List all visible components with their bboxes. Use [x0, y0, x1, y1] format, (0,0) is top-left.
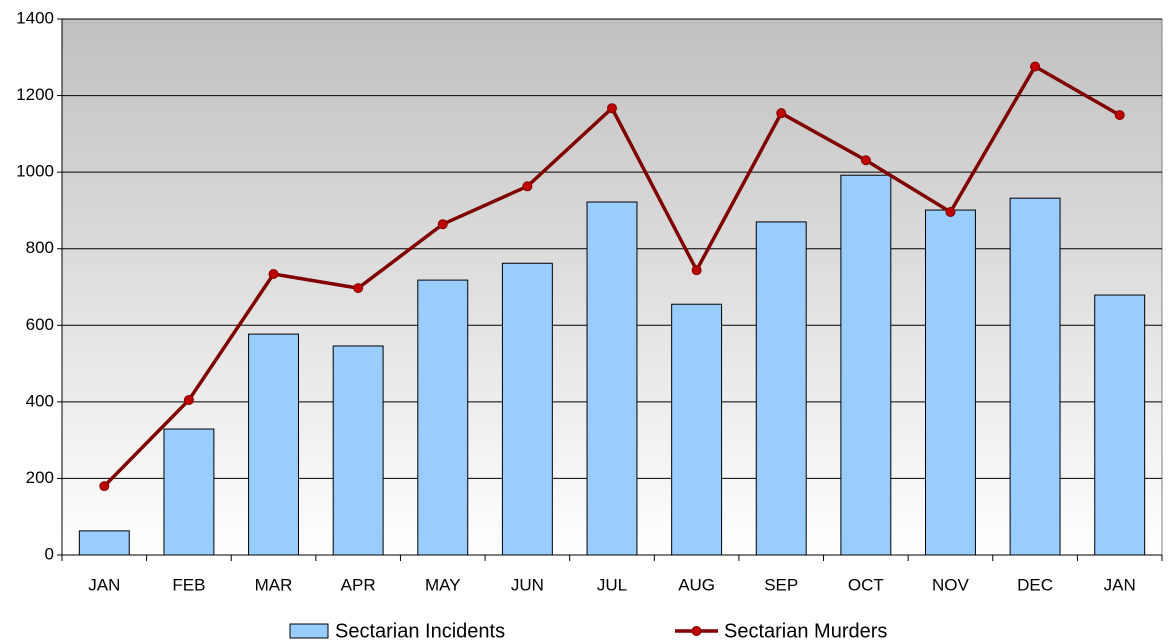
legend-label: Sectarian Murders: [724, 620, 887, 642]
line-marker: [353, 283, 364, 294]
x-tick-label: SEP: [764, 575, 798, 594]
x-tick-label: FEB: [172, 575, 205, 594]
x-tick-label: JUL: [597, 575, 627, 594]
x-tick-label: MAY: [425, 575, 461, 594]
bar: [586, 201, 638, 556]
x-tick-label: APR: [341, 575, 376, 594]
bar: [1094, 294, 1146, 556]
line-marker: [776, 108, 787, 119]
bar: [501, 262, 553, 556]
legend-swatch: [289, 623, 329, 639]
line-marker: [945, 206, 956, 217]
x-tick-label: OCT: [848, 575, 884, 594]
legend-marker: [691, 626, 702, 636]
line-marker: [860, 155, 871, 166]
line-marker: [183, 394, 194, 405]
bar: [840, 174, 892, 556]
y-tick-label: 200: [26, 468, 54, 487]
x-tick-label: DEC: [1017, 575, 1053, 594]
line-marker: [437, 219, 448, 230]
x-tick-label: JUN: [511, 575, 544, 594]
bar: [417, 279, 469, 556]
y-tick-label: 1400: [16, 8, 54, 27]
line-marker: [99, 481, 110, 492]
y-tick-label: 600: [26, 315, 54, 334]
x-tick-label: MAR: [255, 575, 293, 594]
line-marker: [1114, 110, 1125, 121]
y-tick-label: 1000: [16, 162, 54, 181]
line-marker: [268, 268, 279, 279]
line-marker: [522, 181, 533, 192]
bar: [78, 530, 130, 556]
bar: [925, 209, 976, 556]
x-tick-label: NOV: [932, 575, 970, 594]
x-tick-label: AUG: [678, 575, 715, 594]
legend-label: Sectarian Incidents: [335, 620, 505, 642]
bar: [332, 345, 384, 556]
line-marker: [691, 265, 702, 276]
x-tick-label: JAN: [88, 575, 120, 594]
y-tick-label: 0: [45, 544, 54, 563]
bar: [671, 303, 723, 556]
bar: [248, 333, 299, 556]
bar: [1009, 197, 1061, 556]
x-tick-label: JAN: [1104, 575, 1136, 594]
y-tick-label: 400: [26, 391, 54, 410]
bar: [755, 221, 807, 556]
y-tick-label: 800: [26, 238, 54, 257]
y-tick-label: 1200: [16, 85, 54, 104]
bar: [163, 428, 215, 556]
line-marker: [607, 103, 617, 114]
line-marker: [1030, 61, 1041, 72]
